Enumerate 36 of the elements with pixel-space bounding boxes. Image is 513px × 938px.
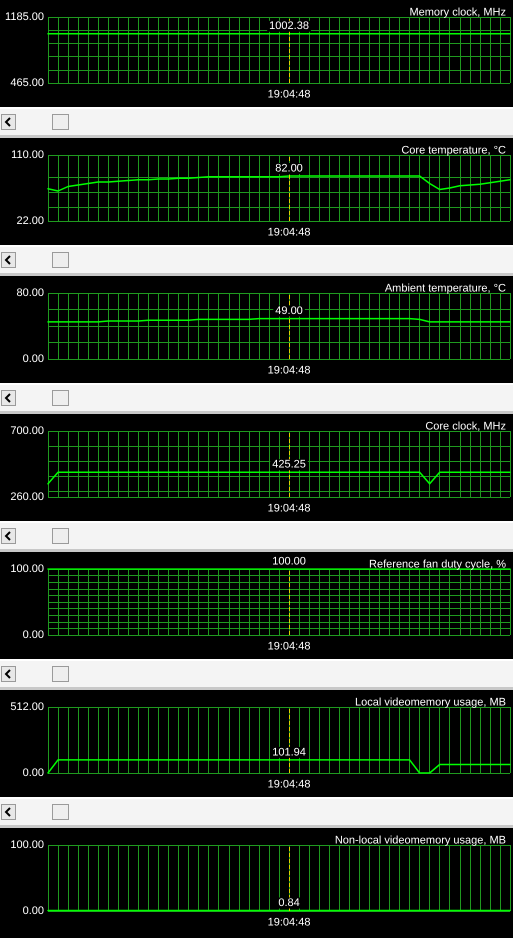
x-tick-label: 19:04:48 <box>268 88 310 100</box>
annotation: 49.00 <box>275 305 303 318</box>
y-tick-label: 0.00 <box>22 629 44 641</box>
y-tick-label: 22.00 <box>16 215 44 227</box>
y-tick-label: 0.00 <box>22 905 44 917</box>
x-tick-label: 19:04:48 <box>268 226 310 238</box>
y-tick-label: 100.00 <box>10 563 44 575</box>
annotation: 1002.38 <box>269 20 309 32</box>
y-tick-label: 100.00 <box>10 839 44 851</box>
y-tick-label: 1185.00 <box>5 11 44 23</box>
annotation: 425.25 <box>272 458 306 471</box>
annotation: 82.00 <box>275 162 303 174</box>
y-tick-label: 465.00 <box>10 77 44 89</box>
annotation: 101.94 <box>272 746 306 758</box>
y-tick-label: 110.00 <box>11 149 44 161</box>
y-tick-label: 512.00 <box>10 701 44 713</box>
annotation: 0.84 <box>278 896 300 909</box>
chart-title: Core temperature, °C <box>401 144 506 156</box>
chart-title: Memory clock, MHz <box>409 6 506 18</box>
y-tick-label: 260.00 <box>10 491 44 503</box>
chart-title: Reference fan duty cycle, % <box>369 558 506 570</box>
chart-title: Local videomemory usage, MB <box>354 696 506 708</box>
y-tick-label: 0.00 <box>22 353 44 365</box>
chart-title: Non-local videomemory usage, MB <box>334 834 506 846</box>
x-tick-label: 19:04:48 <box>268 640 310 652</box>
chart-title: Core clock, MHz <box>425 420 506 432</box>
y-tick-label: 700.00 <box>10 425 44 437</box>
y-tick-label: 0.00 <box>22 767 44 779</box>
line-series <box>47 175 511 192</box>
x-tick-label: 19:04:48 <box>268 778 310 790</box>
x-tick-label: 19:04:48 <box>268 364 310 376</box>
annotation: 100.00 <box>272 556 306 568</box>
x-tick-label: 19:04:48 <box>268 916 310 928</box>
y-tick-label: 80.00 <box>16 287 44 299</box>
x-tick-label: 19:04:48 <box>268 502 310 514</box>
chart-title: Ambient temperature, °C <box>384 282 506 294</box>
